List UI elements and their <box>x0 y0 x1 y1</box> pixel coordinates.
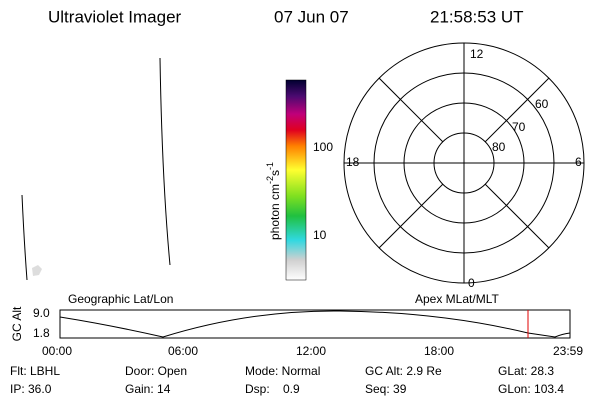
strip-label: Geographic Lat/Lon <box>68 292 173 306</box>
colorbar-tick: 100 <box>313 140 333 154</box>
clock-label: 12 <box>470 47 484 61</box>
colorbar-label: photon cm-2s-1 <box>265 162 282 240</box>
polar-grid <box>343 42 585 284</box>
limb-line <box>21 194 28 281</box>
info-field: GLon: 103.4 <box>498 382 564 396</box>
colorbar <box>285 79 307 281</box>
x-tick-label: 00:00 <box>42 344 72 358</box>
ring-label: 70 <box>512 120 526 134</box>
info-field: GC Alt: 2.9 Re <box>365 364 442 378</box>
ring-label: 60 <box>535 97 549 111</box>
clock-label: 6 <box>575 155 582 169</box>
ring-label: 80 <box>492 140 506 154</box>
x-tick-label: 18:00 <box>424 344 454 358</box>
strip-label: Apex MLat/MLT <box>415 292 499 306</box>
x-tick-label: 12:00 <box>296 344 326 358</box>
y-tick-label: 9.0 <box>33 306 50 320</box>
info-field: Gain: 14 <box>125 382 171 396</box>
colorbar-tick: 10 <box>313 228 327 242</box>
info-field: Flt: LBHL <box>10 364 60 378</box>
limb-line <box>159 57 171 266</box>
strip-box <box>59 309 571 339</box>
unit: s <box>268 170 282 176</box>
unit: photon cm <box>268 184 282 240</box>
info-field: Seq: 39 <box>365 382 407 396</box>
altitude-curve <box>59 310 571 338</box>
x-tick-label: 06:00 <box>168 344 198 358</box>
info-field: IP: 36.0 <box>10 382 52 396</box>
info-field: Dsp: 0.9 <box>245 382 300 396</box>
unit: -1 <box>265 162 275 170</box>
y-label: GC Alt <box>10 306 24 341</box>
clock-label: 0 <box>468 276 475 290</box>
smudge <box>32 265 42 276</box>
unit: -2 <box>265 176 275 184</box>
image <box>21 57 171 281</box>
info-field: Mode: Normal <box>245 364 320 378</box>
clock-label: 18 <box>346 155 360 169</box>
date: 07 Jun 07 <box>274 7 349 26</box>
y-tick-label: 1.8 <box>33 326 50 340</box>
info-field: Door: Open <box>125 364 187 378</box>
info: Flt: LBHL Door: Open Mode: Normal GC Alt: 2… <box>10 364 564 396</box>
info-field: GLat: 28.3 <box>498 364 554 378</box>
x-tick-label: 23:59 <box>553 344 583 358</box>
title: Ultraviolet Imager <box>48 7 182 26</box>
time: 21:58:53 UT <box>430 7 524 26</box>
